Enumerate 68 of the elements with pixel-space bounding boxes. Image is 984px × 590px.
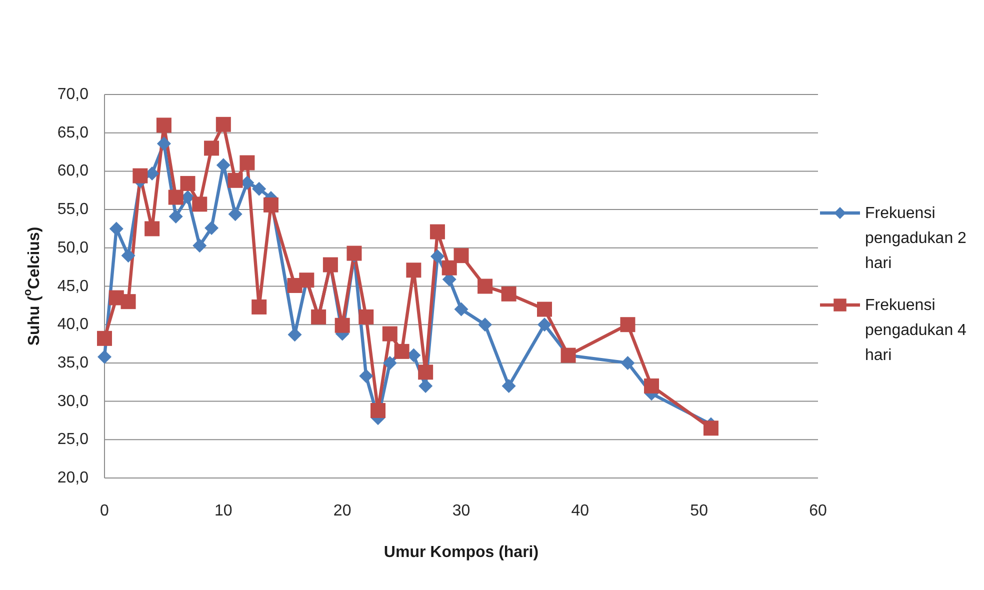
x-tick-label: 50 <box>690 502 708 520</box>
point <box>192 238 207 253</box>
point <box>703 420 718 436</box>
y-tick-label: 20,0 <box>57 470 89 486</box>
point <box>478 318 492 332</box>
point <box>120 294 136 310</box>
point <box>240 155 255 170</box>
point <box>454 248 469 264</box>
point <box>156 136 171 151</box>
legend-label: Frekuensi pengadukan 4 hari <box>865 296 967 364</box>
point <box>501 286 516 302</box>
x-axis-title: Umur Kompos (hari) <box>384 544 539 560</box>
point <box>204 140 220 156</box>
point <box>156 118 172 133</box>
point <box>430 224 445 240</box>
point <box>263 197 278 212</box>
point <box>620 317 636 332</box>
y-tick-label: 30,0 <box>57 392 89 410</box>
point <box>536 302 552 317</box>
point <box>478 278 493 294</box>
point <box>98 350 112 364</box>
point <box>97 330 112 346</box>
point <box>204 220 219 235</box>
point <box>168 209 183 224</box>
point <box>620 356 635 370</box>
point <box>418 364 434 380</box>
point <box>228 172 243 188</box>
point <box>358 309 374 324</box>
point <box>121 248 136 263</box>
x-tick-label: 40 <box>571 502 590 520</box>
x-tick-label: 10 <box>214 502 232 520</box>
point <box>144 221 160 236</box>
point <box>382 326 398 342</box>
point <box>454 302 468 316</box>
y-tick-label: 60,0 <box>57 162 89 180</box>
point <box>406 262 422 278</box>
point <box>334 318 350 333</box>
x-tick-label: 20 <box>333 502 352 520</box>
point <box>228 207 242 222</box>
point <box>644 378 660 394</box>
point <box>132 168 148 184</box>
y-tick-label: 70,0 <box>57 86 89 103</box>
y-tick-label: 40,0 <box>57 316 89 334</box>
x-tick-label: 30 <box>452 502 470 520</box>
y-tick-label: 35,0 <box>57 354 89 372</box>
point <box>109 222 124 236</box>
point <box>192 196 208 212</box>
legend-label: Frekuensi pengadukan 2 hari <box>865 204 967 272</box>
y-tick-label: 65,0 <box>57 124 89 142</box>
point <box>346 246 362 261</box>
point <box>430 249 444 264</box>
x-tick-label: 0 <box>100 502 110 520</box>
y-tick-label: 50,0 <box>57 239 89 256</box>
point <box>370 403 386 418</box>
y-tick-label: 45,0 <box>57 278 89 295</box>
point <box>502 378 516 393</box>
x-tick-label: 60 <box>809 502 827 520</box>
y-tick-label: 55,0 <box>57 201 89 218</box>
point <box>252 299 267 314</box>
point <box>382 356 397 370</box>
point <box>359 368 374 383</box>
point <box>168 190 184 205</box>
point <box>180 176 196 191</box>
y-tick-label: 25,0 <box>57 431 89 448</box>
point <box>442 260 457 276</box>
point <box>537 318 552 332</box>
point <box>216 116 231 132</box>
point <box>252 182 266 196</box>
